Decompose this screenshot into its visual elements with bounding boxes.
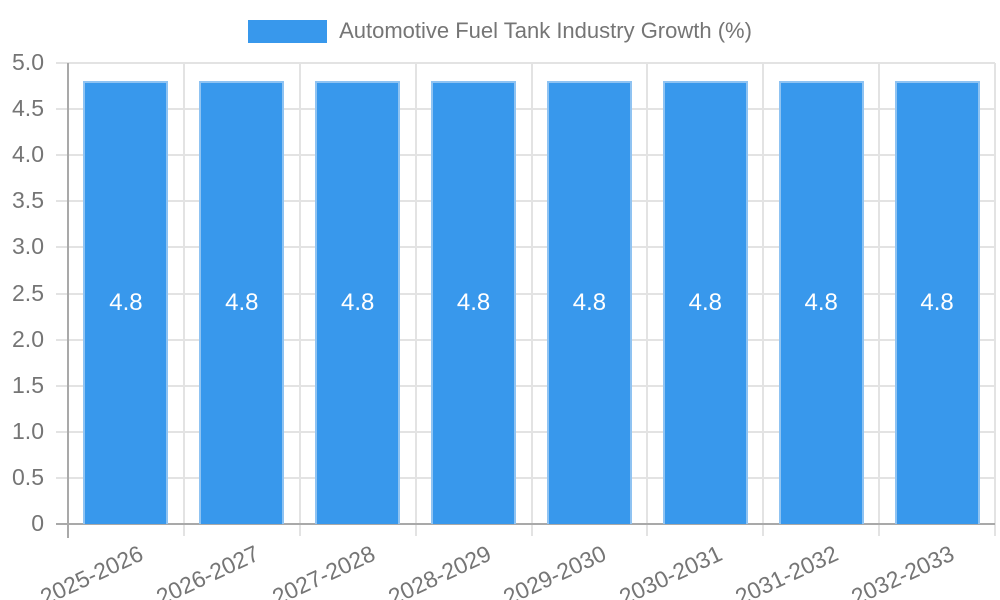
y-tick-label: 0.5 [12, 463, 44, 490]
bar-value-label: 4.8 [341, 288, 375, 316]
bar [315, 81, 401, 524]
gridline-h [56, 154, 995, 157]
gridline-v [994, 63, 996, 536]
y-axis-line [67, 63, 69, 538]
gridline-h [56, 200, 995, 203]
gridline-h [56, 292, 995, 295]
bar-value-label: 4.8 [225, 288, 259, 316]
y-tick-label: 2.5 [12, 279, 44, 306]
y-tick-label: 5.0 [12, 49, 44, 75]
bar-value-label: 4.8 [688, 288, 722, 316]
y-tick-label: 1.0 [12, 417, 44, 444]
y-tick-label: 4.0 [12, 141, 44, 168]
bar [662, 81, 748, 524]
gridline-v [298, 63, 301, 536]
gridline-h [56, 108, 995, 111]
gridline-h [56, 246, 995, 249]
legend-swatch[interactable] [248, 19, 328, 43]
gridline-h [56, 476, 995, 479]
bar [546, 81, 632, 524]
gridline-v [646, 63, 649, 536]
y-tick-label: 3.5 [12, 187, 44, 214]
gridline-v [182, 63, 185, 536]
bar [894, 81, 980, 524]
bar [778, 81, 864, 524]
gridline-v [878, 63, 881, 536]
x-tick-label: 2025-2026 [36, 540, 147, 600]
bar-value-label: 4.8 [920, 288, 954, 316]
gridline-h [56, 430, 995, 433]
gridline-h [56, 338, 995, 341]
bar-value-label: 4.8 [456, 288, 491, 316]
chart-legend[interactable]: Automotive Fuel Tank Industry Growth (%) [0, 18, 1000, 44]
bar [199, 81, 285, 524]
y-tick-label: 0 [31, 510, 44, 536]
bar [431, 81, 517, 524]
legend-label: Automotive Fuel Tank Industry Growth (%) [339, 18, 752, 43]
gridline-v [762, 63, 765, 536]
gridline-v [530, 63, 533, 536]
gridline-h [56, 62, 995, 64]
bar-value-label: 4.8 [572, 288, 607, 316]
y-tick-label: 1.5 [12, 371, 44, 398]
gridline-v [414, 63, 417, 536]
bar [83, 81, 169, 524]
gridline-h [56, 384, 995, 387]
bar-value-label: 4.8 [109, 288, 143, 316]
x-axis-line [56, 523, 995, 525]
y-tick-label: 4.5 [12, 95, 44, 122]
bar-value-label: 4.8 [804, 288, 838, 316]
y-tick-label: 2.0 [12, 325, 44, 352]
y-tick-label: 3.0 [12, 233, 44, 260]
